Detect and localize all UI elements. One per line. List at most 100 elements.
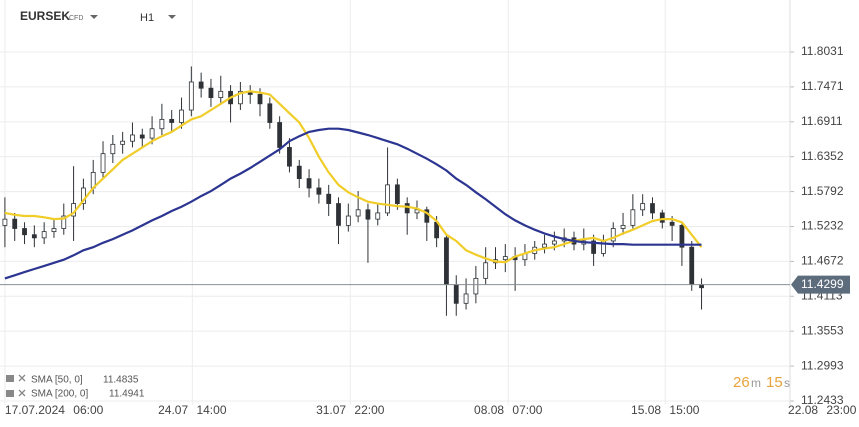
candle-body <box>22 228 27 236</box>
candle-body <box>267 103 273 123</box>
candle-body <box>444 237 449 286</box>
candle-body <box>2 218 8 226</box>
countdown-seconds-unit: s <box>784 376 790 390</box>
candle-body <box>502 256 508 261</box>
candle-body <box>198 81 204 89</box>
candle-body <box>610 228 616 242</box>
candle-body <box>345 215 351 226</box>
y-tick-label: 11.2993 <box>801 358 844 372</box>
candle-body <box>620 224 626 229</box>
candle-body <box>179 109 184 123</box>
candle-body <box>100 153 106 173</box>
symbol-dropdown[interactable] <box>90 15 98 19</box>
candle-body <box>355 209 361 217</box>
candle-body <box>483 262 489 279</box>
x-tick-label: 15.08 15:00 <box>631 403 700 417</box>
candle-body <box>218 90 224 98</box>
x-tick-label: 24.07 14:00 <box>158 403 227 417</box>
y-tick-label: 11.8031 <box>801 44 844 58</box>
y-tick-label: 11.6352 <box>801 149 844 163</box>
plot-layer <box>2 66 704 316</box>
legend-value: 11.4835 <box>103 375 139 386</box>
legend-icons <box>6 374 26 397</box>
candle-body <box>316 187 322 195</box>
y-tick-label: 11.6911 <box>801 114 843 128</box>
candle-body <box>630 209 636 226</box>
current-price-badge <box>791 275 850 294</box>
symbol[interactable]: EURSEK <box>20 9 70 23</box>
x-tick-label: 31.07 22:00 <box>316 403 385 417</box>
y-tick-label: 11.3553 <box>801 323 844 337</box>
y-tick-label: 11.4672 <box>801 254 844 268</box>
candle-body <box>375 212 381 220</box>
legend-close[interactable] <box>18 374 26 382</box>
candle-body <box>306 178 312 189</box>
candle-body <box>336 203 341 226</box>
y-tick-label: 11.2433 <box>801 393 844 407</box>
candle-body <box>130 134 135 142</box>
candle-body <box>12 218 18 229</box>
x-tick-label: 08.08 07:00 <box>474 403 543 417</box>
y-tick-label: 11.7471 <box>801 79 844 93</box>
candle-body <box>139 134 145 139</box>
candle-body <box>679 224 685 248</box>
candle-body <box>257 94 263 105</box>
candle-body <box>650 203 655 214</box>
countdown-minutes: 26 <box>733 374 750 391</box>
candle-body <box>120 140 126 145</box>
candle-body <box>689 246 695 286</box>
candle-body <box>159 118 165 130</box>
candle-body <box>591 240 597 254</box>
candle-body <box>640 203 646 211</box>
y-tick-label: 11.5232 <box>801 219 844 233</box>
candle-body <box>326 193 332 204</box>
candle-body <box>287 147 292 167</box>
legend-close[interactable] <box>18 389 26 397</box>
candle-body <box>365 209 371 220</box>
legend-value: 11.4941 <box>109 389 145 400</box>
candle-body <box>61 215 67 229</box>
countdown-minutes-unit: m <box>751 376 761 390</box>
candle-body <box>149 128 155 139</box>
candle-body <box>669 221 675 226</box>
current-price-label: 11.4299 <box>801 277 844 291</box>
candle-body <box>110 143 116 155</box>
candle-body <box>296 165 302 180</box>
candle-body <box>385 184 390 214</box>
candle-body <box>473 277 479 295</box>
candle-body <box>551 240 557 245</box>
timeframe-dropdown[interactable] <box>168 15 176 19</box>
countdown-seconds: 15 <box>766 374 783 391</box>
candle-body <box>188 81 194 111</box>
legend-label: SMA [50, 0] <box>31 375 83 386</box>
grid-layer <box>0 0 794 405</box>
candle-body <box>169 118 175 123</box>
sma-line <box>4 127 702 280</box>
candle-body <box>542 243 547 248</box>
candle-body <box>453 284 459 304</box>
legend-icon[interactable] <box>6 390 14 397</box>
instrument-type: CFD <box>69 15 83 22</box>
candle-body <box>41 231 47 239</box>
x-tick-label: 17.07.2024 06:00 <box>5 403 104 417</box>
x-tick-label: 22.08 23:00 <box>788 403 857 417</box>
candle-body <box>463 293 469 304</box>
candle-body <box>237 90 243 105</box>
candle-body <box>394 184 400 204</box>
timeframe[interactable]: H1 <box>140 12 154 24</box>
y-tick-label: 11.5792 <box>801 184 844 198</box>
candle-body <box>659 212 665 223</box>
candle-body <box>424 209 430 223</box>
candle-body <box>51 228 57 233</box>
legend-icon[interactable] <box>6 375 14 382</box>
candle-body <box>81 187 86 204</box>
candle-body <box>208 87 214 98</box>
candle-body <box>404 203 410 214</box>
sma-line <box>4 90 703 264</box>
candle-body <box>277 122 283 148</box>
candle-body <box>31 234 37 239</box>
legend-label: SMA [200, 0] <box>31 389 88 400</box>
